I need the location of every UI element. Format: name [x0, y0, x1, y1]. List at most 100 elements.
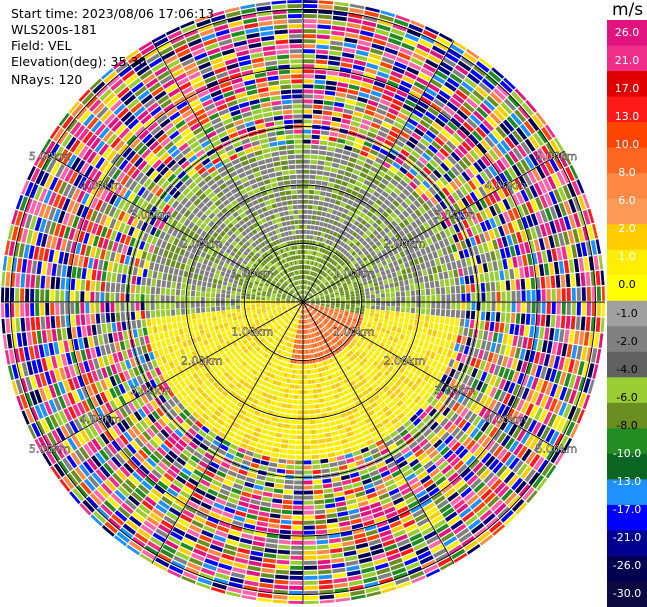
range-gate-cell — [570, 423, 579, 439]
range-gate-cell — [538, 180, 548, 194]
range-gate-cell — [217, 333, 223, 340]
range-gate-cell — [303, 510, 315, 515]
range-gate-cell — [327, 141, 337, 147]
range-gate-cell — [426, 237, 433, 246]
range-gate-cell — [396, 327, 402, 334]
range-gate-cell — [381, 56, 395, 65]
range-gate-cell — [256, 389, 264, 396]
range-gate-cell — [471, 177, 481, 188]
range-gate-cell — [312, 205, 318, 210]
range-gate-cell — [340, 321, 345, 326]
range-gate-cell — [322, 248, 326, 254]
range-gate-cell — [317, 554, 330, 560]
range-gate-cell — [259, 465, 268, 471]
range-gate-cell — [393, 187, 402, 195]
range-gate-cell — [402, 162, 412, 171]
range-gate-cell — [487, 331, 494, 342]
range-gate-cell — [335, 597, 351, 603]
range-gate-cell — [458, 250, 465, 260]
range-gate-cell — [497, 333, 504, 344]
range-gate-cell — [498, 391, 507, 403]
range-gate-cell — [312, 109, 323, 115]
range-gate-cell — [372, 85, 384, 93]
range-gate-cell — [409, 90, 422, 99]
range-gate-cell — [376, 272, 381, 278]
range-gate-cell — [460, 285, 466, 294]
range-gate-cell — [346, 565, 360, 572]
range-gate-cell — [482, 183, 492, 195]
range-gate-cell — [315, 519, 327, 525]
range-gate-cell — [366, 323, 372, 328]
range-gate-cell — [334, 308, 340, 312]
range-gate-cell — [593, 332, 600, 348]
range-gate-cell — [303, 370, 307, 375]
range-gate-cell — [411, 190, 420, 199]
range-gate-cell — [376, 233, 383, 240]
range-gate-cell — [404, 33, 420, 42]
range-gate-cell — [303, 405, 309, 410]
range-gate-cell — [475, 212, 484, 223]
range-gate-cell — [384, 283, 389, 289]
range-gate-cell — [495, 126, 507, 139]
range-gate-cell — [380, 310, 385, 315]
range-gate-cell — [311, 379, 316, 384]
range-gate-cell — [325, 85, 337, 91]
range-gate-cell — [308, 250, 311, 255]
range-gate-cell — [471, 378, 479, 389]
range-gate-cell — [345, 140, 355, 147]
range-gate-cell — [535, 111, 547, 126]
range-gate-cell — [563, 260, 570, 274]
range-gate-cell — [304, 585, 319, 590]
range-gate-cell — [304, 334, 307, 339]
range-gate-cell — [334, 179, 342, 185]
range-gate-cell — [291, 374, 296, 379]
range-gate-cell — [307, 292, 310, 296]
range-gate-cell — [358, 259, 364, 265]
range-gate-cell — [385, 292, 390, 298]
range-gate-cell — [560, 274, 566, 288]
range-gate-cell — [502, 198, 511, 211]
range-gate-cell — [435, 70, 448, 80]
range-gate-cell — [493, 364, 501, 376]
range-gate-cell — [408, 136, 419, 145]
range-gate-cell — [536, 251, 543, 264]
range-gate-cell — [506, 196, 516, 209]
range-gate-cell — [315, 175, 323, 181]
range-gate-cell — [320, 277, 325, 282]
range-gate-cell — [308, 349, 312, 354]
range-gate-cell — [334, 414, 341, 420]
range-gate-cell — [342, 113, 353, 120]
range-gate-cell — [598, 333, 604, 349]
range-gate-cell — [521, 216, 529, 229]
range-gate-cell — [377, 130, 388, 138]
range-gate-cell — [378, 182, 387, 190]
range-gate-cell — [469, 93, 482, 106]
range-gate-cell — [285, 383, 290, 389]
range-gate-cell — [361, 226, 368, 233]
range-gate-cell — [356, 256, 362, 262]
range-gate-cell — [432, 74, 446, 85]
range-gate-cell — [332, 389, 338, 395]
range-gate-cell — [422, 134, 434, 144]
range-gate-cell — [404, 348, 411, 355]
range-gate-cell — [493, 227, 501, 239]
range-gate-cell — [497, 354, 504, 366]
range-gate-cell — [581, 302, 586, 316]
range-gate-cell — [506, 357, 514, 369]
range-gate-cell — [445, 52, 459, 64]
range-gate-cell — [404, 248, 410, 256]
range-gate-cell — [331, 430, 339, 437]
range-gate-cell — [363, 179, 372, 187]
range-gate-cell — [567, 405, 577, 421]
range-gate-cell — [405, 185, 414, 193]
range-gate-cell — [318, 0, 334, 5]
range-gate-cell — [309, 169, 317, 175]
range-gate-cell — [322, 176, 329, 182]
range-gate-cell — [333, 152, 342, 159]
range-gate-cell — [473, 188, 483, 200]
range-gate-cell — [370, 305, 375, 310]
range-gate-cell — [333, 393, 340, 400]
range-gate-cell — [444, 254, 451, 263]
range-gate-cell — [413, 338, 420, 346]
range-gate-cell — [427, 252, 434, 261]
